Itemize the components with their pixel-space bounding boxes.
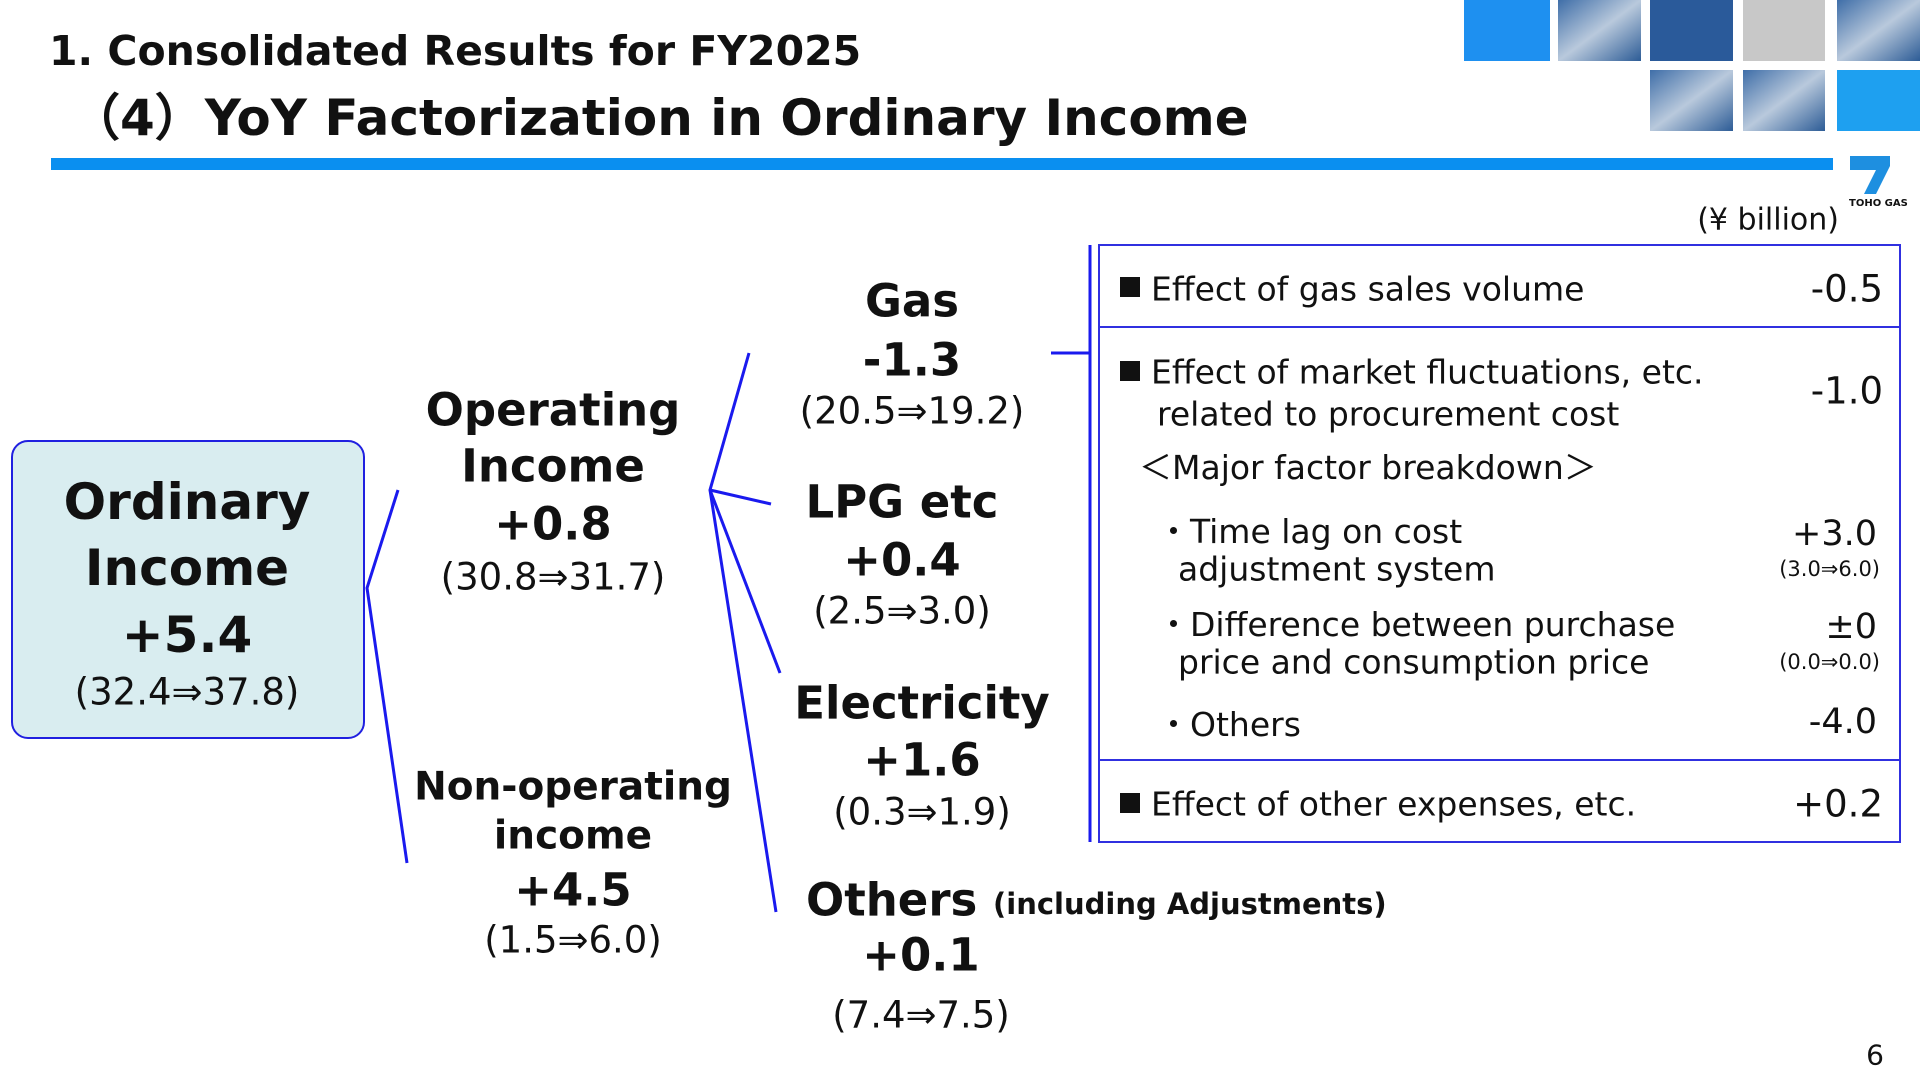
row-value: ±0 bbox=[1825, 607, 1877, 647]
breakdown-heading: ＜Major factor breakdown＞ bbox=[1139, 448, 1597, 487]
row-label: Effect of other expenses, etc. bbox=[1151, 784, 1637, 824]
row-value: -1.0 bbox=[1810, 369, 1883, 413]
node-label: Income bbox=[461, 439, 645, 493]
node-label: Operating bbox=[425, 383, 681, 437]
row-label: Effect of market fluctuations, etc. bbox=[1151, 352, 1704, 392]
node-change: +0.4 bbox=[843, 533, 961, 587]
node-detail: (30.8⇒31.7) bbox=[440, 555, 666, 599]
node-label: LPG etc bbox=[805, 475, 999, 529]
row-label: ・Difference between purchase bbox=[1157, 605, 1676, 644]
node-detail: (0.3⇒1.9) bbox=[833, 790, 1011, 834]
node-label: Electricity bbox=[794, 676, 1050, 730]
node-detail: (1.5⇒6.0) bbox=[484, 918, 662, 962]
row-detail: (0.0⇒0.0) bbox=[1779, 650, 1880, 674]
node-detail: (2.5⇒3.0) bbox=[813, 589, 991, 633]
row-label: ・Others bbox=[1157, 705, 1301, 744]
logo-text: TOHO GAS bbox=[1849, 198, 1908, 209]
node-label: Income bbox=[84, 539, 290, 597]
row-value: -4.0 bbox=[1808, 702, 1877, 742]
section-title: 1. Consolidated Results for FY2025 bbox=[49, 27, 862, 75]
page-number: 6 bbox=[1866, 1038, 1884, 1072]
row-label: Effect of gas sales volume bbox=[1151, 269, 1585, 309]
row-value: +0.2 bbox=[1793, 782, 1883, 826]
row-value: -0.5 bbox=[1810, 267, 1883, 311]
node-detail: (20.5⇒19.2) bbox=[799, 389, 1025, 433]
node-label: Non-operating bbox=[414, 764, 732, 810]
row-label: related to procurement cost bbox=[1157, 394, 1620, 434]
node-change: +1.6 bbox=[863, 733, 981, 787]
row-label: ・Time lag on cost bbox=[1157, 512, 1463, 551]
row-value: +3.0 bbox=[1792, 514, 1877, 554]
row-label: price and consumption price bbox=[1178, 642, 1650, 682]
node-detail: (32.4⇒37.8) bbox=[74, 670, 300, 714]
slide-title: （4）YoY Factorization in Ordinary Income bbox=[70, 89, 1249, 147]
node-change: +0.8 bbox=[494, 497, 612, 551]
node-label: Others bbox=[806, 873, 978, 927]
row-detail: (3.0⇒6.0) bbox=[1779, 557, 1880, 581]
node-change: +5.4 bbox=[121, 606, 253, 664]
node-detail: (7.4⇒7.5) bbox=[832, 993, 1010, 1037]
node-change: -1.3 bbox=[862, 333, 962, 387]
node-change: +0.1 bbox=[862, 928, 980, 982]
node-label: Gas bbox=[864, 274, 960, 328]
row-label: adjustment system bbox=[1178, 549, 1496, 589]
node-change: +4.5 bbox=[514, 863, 632, 917]
node-note: (including Adjustments) bbox=[993, 887, 1387, 921]
node-label: Ordinary bbox=[63, 473, 311, 531]
unit-label: (¥ billion) bbox=[1697, 202, 1839, 238]
node-label: income bbox=[493, 813, 653, 859]
